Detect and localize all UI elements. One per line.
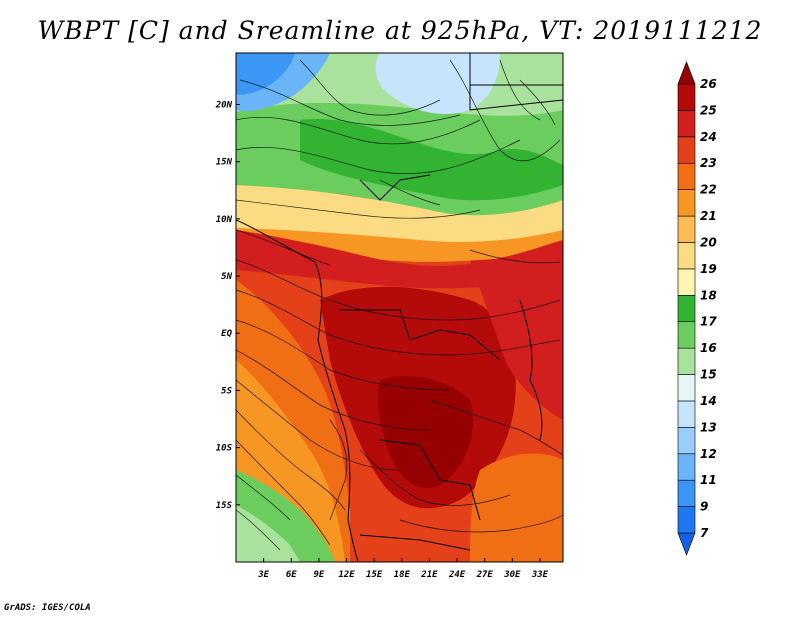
x-tick-label: 30E (503, 570, 521, 580)
colorbar-segment (677, 136, 696, 164)
y-tick-label: 10N (216, 215, 233, 225)
colorbar-label: 25 (700, 103, 717, 117)
colorbar-segment (677, 215, 696, 243)
field-orange-southeast (470, 453, 563, 562)
chart-title: WBPT [C] and Sreamline at 925hPa, VT: 20… (37, 16, 763, 45)
y-tick-label: 5N (221, 272, 232, 282)
x-tick-label: 6E (286, 570, 297, 580)
x-tick-label: 3E (257, 570, 269, 580)
y-tick-label: EQ (221, 329, 232, 339)
colorbar-label: 22 (700, 183, 717, 197)
x-tick-label: 27E (476, 570, 494, 580)
field-deepred-core (378, 376, 474, 489)
colorbar-label: 23 (700, 156, 717, 170)
colorbar-label: 7 (700, 526, 709, 540)
colorbar-label: 11 (700, 473, 717, 487)
colorbar-label: 19 (700, 262, 717, 276)
field-paleblue-north (375, 53, 500, 115)
colorbar-label: 26 (700, 77, 717, 91)
colorbar-segment (677, 162, 696, 190)
y-tick-label: 5S (221, 386, 232, 396)
colorbar-label: 24 (700, 130, 717, 144)
colorbar-segment (677, 83, 696, 111)
x-tick-label: 18E (394, 570, 411, 580)
field-darkgreen-sahel (300, 119, 563, 201)
colorbar-segment (677, 110, 696, 138)
colorbar-segment (677, 400, 696, 428)
x-tick-label: 12E (338, 570, 355, 580)
colorbar-segment (677, 242, 696, 270)
colorbar-label: 18 (700, 288, 717, 302)
y-tick-label: 15S (216, 501, 233, 511)
colorbar-low-arrow (677, 532, 696, 556)
colorbar-segment (677, 321, 696, 349)
x-tick-label: 21E (420, 570, 438, 580)
colorbar-segment (677, 427, 696, 455)
colorbar-segment (677, 374, 696, 402)
temperature-field (236, 53, 563, 562)
footer-credit: GrADS: IGES/COLA (4, 603, 91, 613)
y-tick-label: 20N (215, 100, 233, 110)
x-tick-label: 9E (313, 570, 324, 580)
colorbar-label: 13 (700, 420, 717, 434)
colorbar-label: 14 (700, 394, 717, 408)
colorbar-label: 20 (700, 235, 717, 249)
streamlines (236, 59, 563, 551)
y-tick-label: 10S (216, 444, 233, 454)
x-axis: 3E 6E 9E 12E 15E 18E 21E 24E 27E 30E 33E (257, 558, 549, 580)
x-tick-label: 33E (531, 570, 549, 580)
field-lightgreen-southwest (236, 505, 300, 562)
field-darkblue-northwest (236, 53, 295, 95)
colorbar-segment (677, 347, 696, 375)
y-axis: 20N 15N 10N 5N EQ 5S 10S 15S (215, 100, 240, 511)
y-tick-label: 15N (216, 158, 233, 168)
colorbar-label: 9 (700, 500, 708, 514)
colorbar-segment (677, 294, 696, 323)
colorbar-label: 21 (700, 209, 717, 223)
colorbar-label: 12 (700, 447, 717, 461)
field-red-tongue-5n (236, 230, 563, 289)
colorbar-label: 15 (700, 368, 717, 382)
x-tick-label: 15E (366, 570, 383, 580)
colorbar-label: 16 (700, 341, 717, 355)
colorbar-segment (677, 453, 696, 481)
colorbar-segment (677, 189, 696, 217)
colorbar-segment (677, 479, 696, 507)
map-frame (235, 52, 564, 563)
colorbar: 7 9 11 12 13 14 15 16 17 18 19 20 21 22 23 24 25 26 (677, 61, 717, 556)
colorbar-high-arrow (677, 61, 696, 85)
coastlines-borders (236, 53, 563, 562)
field-red-east (470, 255, 563, 420)
colorbar-label: 17 (700, 315, 717, 329)
colorbar-segment (677, 506, 696, 534)
colorbar-segment (677, 268, 696, 296)
x-tick-label: 24E (448, 570, 466, 580)
